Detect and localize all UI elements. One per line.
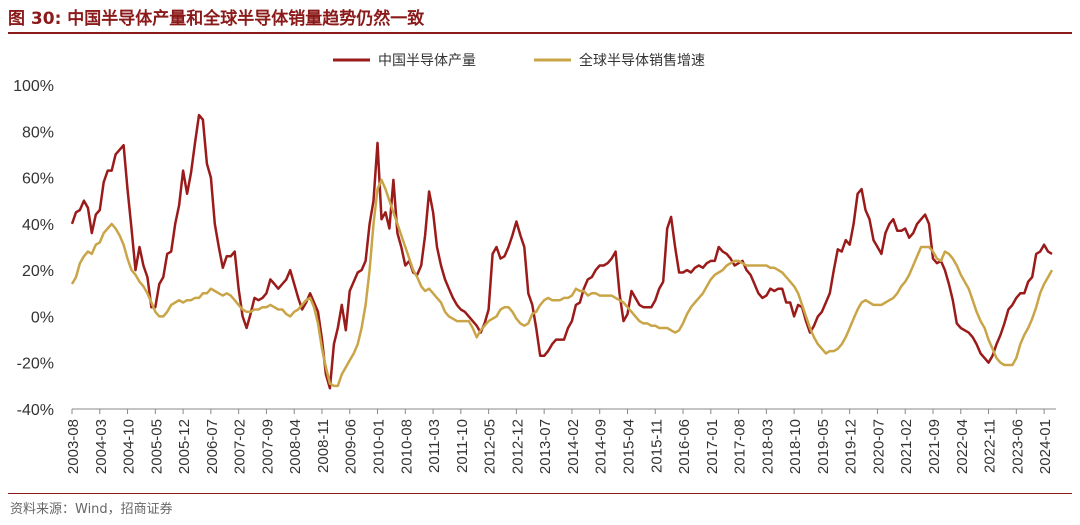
- x-tick-label: 2007-02: [232, 419, 249, 474]
- legend-label-series-1: 中国半导体产量: [378, 53, 476, 69]
- x-tick-label: 2005-05: [148, 419, 165, 474]
- x-tick-label: 2014-09: [593, 419, 610, 474]
- line-chart: 中国半导体产量 全球半导体销售增速 -40% -20% 0% 20% 40% 60% 80%…: [13, 52, 1056, 474]
- series-line-1: [70, 113, 1053, 390]
- x-tick-label: 2004-10: [121, 419, 138, 474]
- x-tick-label: 2021-09: [926, 419, 943, 474]
- y-tick-label: 40%: [22, 217, 54, 234]
- x-tick-label: 2018-10: [787, 419, 804, 474]
- y-tick-label: 80%: [22, 124, 54, 141]
- x-tick-label: 2015-11: [648, 419, 665, 473]
- x-tick-label: 2022-11: [982, 419, 999, 473]
- plot-area: [70, 113, 1054, 390]
- x-tick-label: 2014-02: [565, 419, 582, 474]
- x-tick-label: 2022-04: [954, 419, 971, 474]
- x-tick-label: 2005-12: [176, 419, 193, 474]
- x-tick-label: 2010-01: [371, 419, 388, 474]
- x-tick-label: 2012-05: [482, 419, 499, 474]
- chart-axes: -40% -20% 0% 20% 40% 60% 80% 100% 2003-08 2004-03…: [13, 78, 1056, 474]
- x-tick-label: 2013-07: [537, 419, 554, 474]
- x-tick-label: 2018-03: [759, 419, 776, 474]
- figure-title: 图 30: 中国半导体产量和全球半导体销量趋势仍然一致: [8, 9, 425, 29]
- series-line-2: [70, 178, 1054, 388]
- x-tick-label: 2019-12: [843, 419, 860, 474]
- footer-rule: [8, 493, 1072, 494]
- x-tick-label: 2024-01: [1037, 419, 1054, 474]
- y-tick-label: 100%: [13, 78, 54, 95]
- x-tick-label: 2008-11: [315, 419, 332, 473]
- x-tick-label: 2020-07: [870, 419, 887, 474]
- legend-label-series-2: 全球半导体销售增速: [579, 52, 705, 69]
- x-tick-label: 2004-03: [93, 419, 110, 474]
- x-tick-label: 2023-06: [1009, 419, 1026, 474]
- x-tick-label: 2011-10: [454, 419, 471, 473]
- x-tick-label: 2019-05: [815, 419, 832, 474]
- source-note: 资料来源：Wind，招商证券: [10, 502, 173, 517]
- x-tick-label: 2016-06: [676, 419, 693, 474]
- x-tick-label: 2007-09: [259, 419, 276, 474]
- x-tick-label: 2021-02: [898, 419, 915, 474]
- title-rule: [8, 32, 1072, 34]
- x-tick-label: 2009-06: [343, 419, 360, 474]
- x-tick-label: 2006-07: [204, 419, 221, 474]
- y-tick-label: 0%: [31, 309, 54, 326]
- x-tick-label: 2017-08: [732, 419, 749, 474]
- x-tick-label: 2015-04: [620, 419, 637, 474]
- y-tick-label: -40%: [17, 402, 54, 419]
- y-tick-label: -20%: [17, 356, 54, 373]
- x-tick-label: 2008-04: [287, 419, 304, 474]
- x-tick-label: 2011-03: [426, 419, 443, 473]
- y-tick-label: 60%: [22, 171, 54, 188]
- x-tick-label: 2012-12: [509, 419, 526, 474]
- x-tick-label: 2003-08: [65, 419, 82, 474]
- chart-legend: 中国半导体产量 全球半导体销售增速: [333, 52, 705, 69]
- x-tick-label: 2010-08: [398, 419, 415, 474]
- x-tick-label: 2017-01: [704, 419, 721, 474]
- y-tick-label: 20%: [22, 263, 54, 280]
